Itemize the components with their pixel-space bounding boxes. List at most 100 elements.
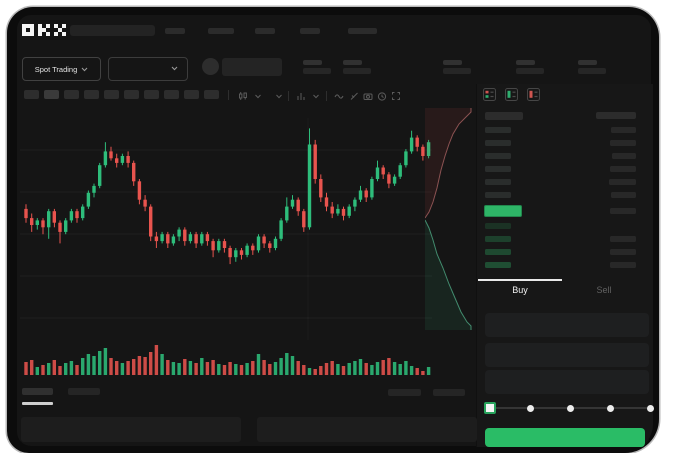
- bid-amount-placeholder: [610, 262, 636, 268]
- orderbook-amount-header: [596, 112, 636, 119]
- timeframe-button-9[interactable]: [204, 90, 219, 99]
- bid-amount-placeholder: [610, 249, 636, 255]
- slider-stop-1[interactable]: [527, 404, 534, 412]
- pair-dropdown[interactable]: [108, 57, 188, 81]
- bid-amount-placeholder: [610, 236, 636, 242]
- slider-handle[interactable]: [484, 402, 496, 414]
- ask-price-placeholder: [485, 127, 511, 133]
- line-tool-icon[interactable]: [334, 91, 344, 101]
- price-chart-canvas[interactable]: [20, 108, 432, 378]
- tab-sell-label: Sell: [596, 285, 612, 295]
- coin-avatar: [202, 58, 219, 75]
- slider-stop-2[interactable]: [567, 404, 574, 412]
- nav-item-1[interactable]: [208, 28, 234, 34]
- stat-value-placeholder: [516, 68, 544, 74]
- toolbar-divider: [326, 91, 327, 101]
- stat-value-placeholder: [303, 68, 331, 74]
- total-input[interactable]: [485, 370, 649, 394]
- stat-label-placeholder: [343, 60, 362, 65]
- indicators-icon[interactable]: [296, 91, 306, 101]
- market-type-label: Spot Trading: [34, 64, 78, 74]
- fullscreen-icon[interactable]: [391, 91, 401, 101]
- chevron-down-icon[interactable]: [311, 91, 321, 101]
- logo-letter-K: [38, 24, 50, 36]
- measure-tool-icon[interactable]: [349, 91, 359, 101]
- nav-item-0[interactable]: [165, 28, 185, 34]
- chevron-down-icon[interactable]: [253, 91, 263, 101]
- orderbook-price-header: [485, 112, 523, 120]
- timeframe-button-5[interactable]: [124, 90, 139, 99]
- timeframe-button-8[interactable]: [184, 90, 199, 99]
- buy-submit-button[interactable]: [485, 428, 645, 447]
- slider-stop-3[interactable]: [607, 404, 614, 412]
- timeframe-button-6[interactable]: [144, 90, 159, 99]
- camera-icon[interactable]: [363, 91, 373, 101]
- asks-only-icon[interactable]: [527, 88, 540, 101]
- bottom-action-placeholder-1[interactable]: [433, 389, 465, 396]
- ask-amount-placeholder: [610, 166, 636, 172]
- ask-amount-placeholder: [609, 179, 636, 185]
- bottom-active-tab-underline: [22, 402, 53, 405]
- orders-panel-left: [21, 417, 241, 442]
- stat-label-placeholder: [443, 60, 462, 65]
- stat-value-placeholder: [578, 68, 606, 74]
- ask-amount-placeholder: [610, 140, 636, 146]
- last-price-amount-placeholder: [610, 208, 636, 214]
- last-price-badge[interactable]: [484, 205, 522, 217]
- nav-item-3[interactable]: [300, 28, 320, 34]
- timeframe-button-2[interactable]: [64, 90, 79, 99]
- chevron-down-icon: [81, 67, 88, 71]
- tab-sell[interactable]: Sell: [562, 285, 646, 299]
- bid-price-placeholder: [485, 236, 511, 242]
- timeframe-button-3[interactable]: [84, 90, 99, 99]
- amount-input[interactable]: [485, 343, 649, 367]
- ask-price-placeholder: [485, 166, 511, 172]
- toolbar-divider: [228, 90, 229, 100]
- nav-item-2[interactable]: [255, 28, 275, 34]
- ask-price-placeholder: [485, 192, 511, 198]
- slider-stop-4[interactable]: [647, 404, 654, 412]
- bid-price-placeholder: [485, 262, 511, 268]
- nav-item-4[interactable]: [348, 28, 377, 34]
- bottom-action-placeholder-0[interactable]: [388, 389, 421, 396]
- bottom-tab-0[interactable]: [22, 388, 53, 395]
- market-type-dropdown[interactable]: Spot Trading: [22, 57, 101, 81]
- ask-amount-placeholder: [612, 153, 636, 159]
- depth-chart[interactable]: [425, 108, 477, 330]
- ask-amount-placeholder: [611, 192, 636, 198]
- orders-panel-right: [257, 417, 477, 442]
- timeframe-button-0[interactable]: [24, 90, 39, 99]
- bottom-tab-1[interactable]: [68, 388, 100, 395]
- tab-buy[interactable]: Buy: [478, 285, 562, 299]
- stat-value-placeholder: [343, 68, 371, 74]
- bids-only-icon[interactable]: [505, 88, 518, 101]
- ask-price-placeholder: [485, 153, 511, 159]
- stat-value-placeholder: [443, 68, 471, 74]
- ask-price-placeholder: [485, 179, 511, 185]
- price-input[interactable]: [485, 313, 649, 337]
- toolbar-divider: [288, 91, 289, 101]
- logo-letter-O: [22, 24, 34, 36]
- pair-name-placeholder: [222, 58, 282, 76]
- stat-label-placeholder: [303, 60, 322, 65]
- timeframe-button-1[interactable]: [44, 90, 59, 99]
- stat-label-placeholder: [578, 60, 597, 65]
- ask-price-placeholder: [485, 140, 511, 146]
- tab-buy-label: Buy: [512, 285, 528, 295]
- ask-amount-placeholder: [611, 127, 636, 133]
- combined-book-icon[interactable]: [483, 88, 496, 101]
- timeframe-button-4[interactable]: [104, 90, 119, 99]
- candles-style-icon[interactable]: [238, 91, 248, 101]
- search-input[interactable]: [70, 25, 155, 36]
- stat-label-placeholder: [516, 60, 535, 65]
- bid-price-placeholder: [485, 249, 511, 255]
- chevron-down-icon[interactable]: [274, 91, 284, 101]
- logo-letter-X: [54, 24, 66, 36]
- timeframe-button-7[interactable]: [164, 90, 179, 99]
- active-tab-indicator: [478, 279, 562, 281]
- bid-price-placeholder: [485, 223, 511, 229]
- history-clock-icon[interactable]: [377, 91, 387, 101]
- okx-logo[interactable]: [22, 24, 66, 36]
- chevron-down-icon: [171, 66, 178, 71]
